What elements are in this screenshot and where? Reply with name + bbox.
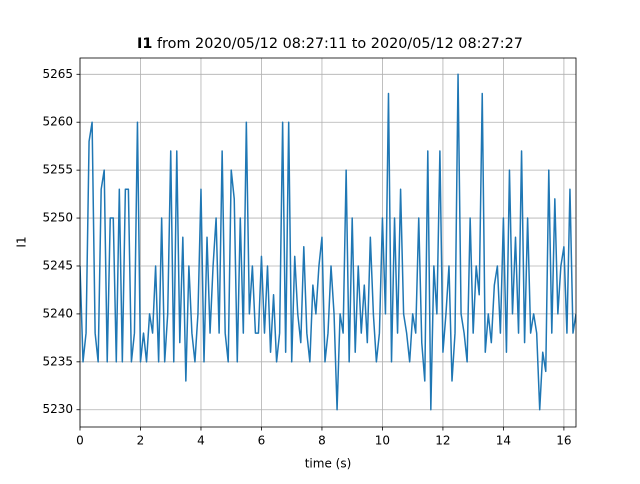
y-tick-label: 5240 [42,306,73,320]
title-signal: I1 [137,36,152,52]
data-line [80,73,576,411]
y-tick-label: 5260 [42,115,73,129]
chart-title: I1 from 2020/05/12 08:27:11 to 2020/05/1… [137,36,523,52]
y-tick-label: 5250 [42,211,73,225]
y-tick-label: 5265 [42,67,73,81]
x-tick-label: 4 [197,434,205,448]
x-tick-label: 10 [375,434,390,448]
x-tick-label: 2 [137,434,145,448]
x-tick-label: 8 [318,434,326,448]
x-tick-label: 12 [435,434,450,448]
y-tick-label: 5235 [42,354,73,368]
x-tick-label: 6 [258,434,266,448]
x-tick-label: 16 [556,434,571,448]
x-axis-label: time (s) [305,457,352,471]
x-tick-label: 0 [76,434,84,448]
title-text: from 2020/05/12 08:27:11 to 2020/05/12 0… [157,36,523,52]
plot-frame [79,57,577,428]
y-tick-label: 5245 [42,258,73,272]
x-tick-label: 14 [496,434,511,448]
y-tick-label: 5255 [42,163,73,177]
y-tick-label: 5230 [42,402,73,416]
y-axis-label: I1 [15,236,29,247]
